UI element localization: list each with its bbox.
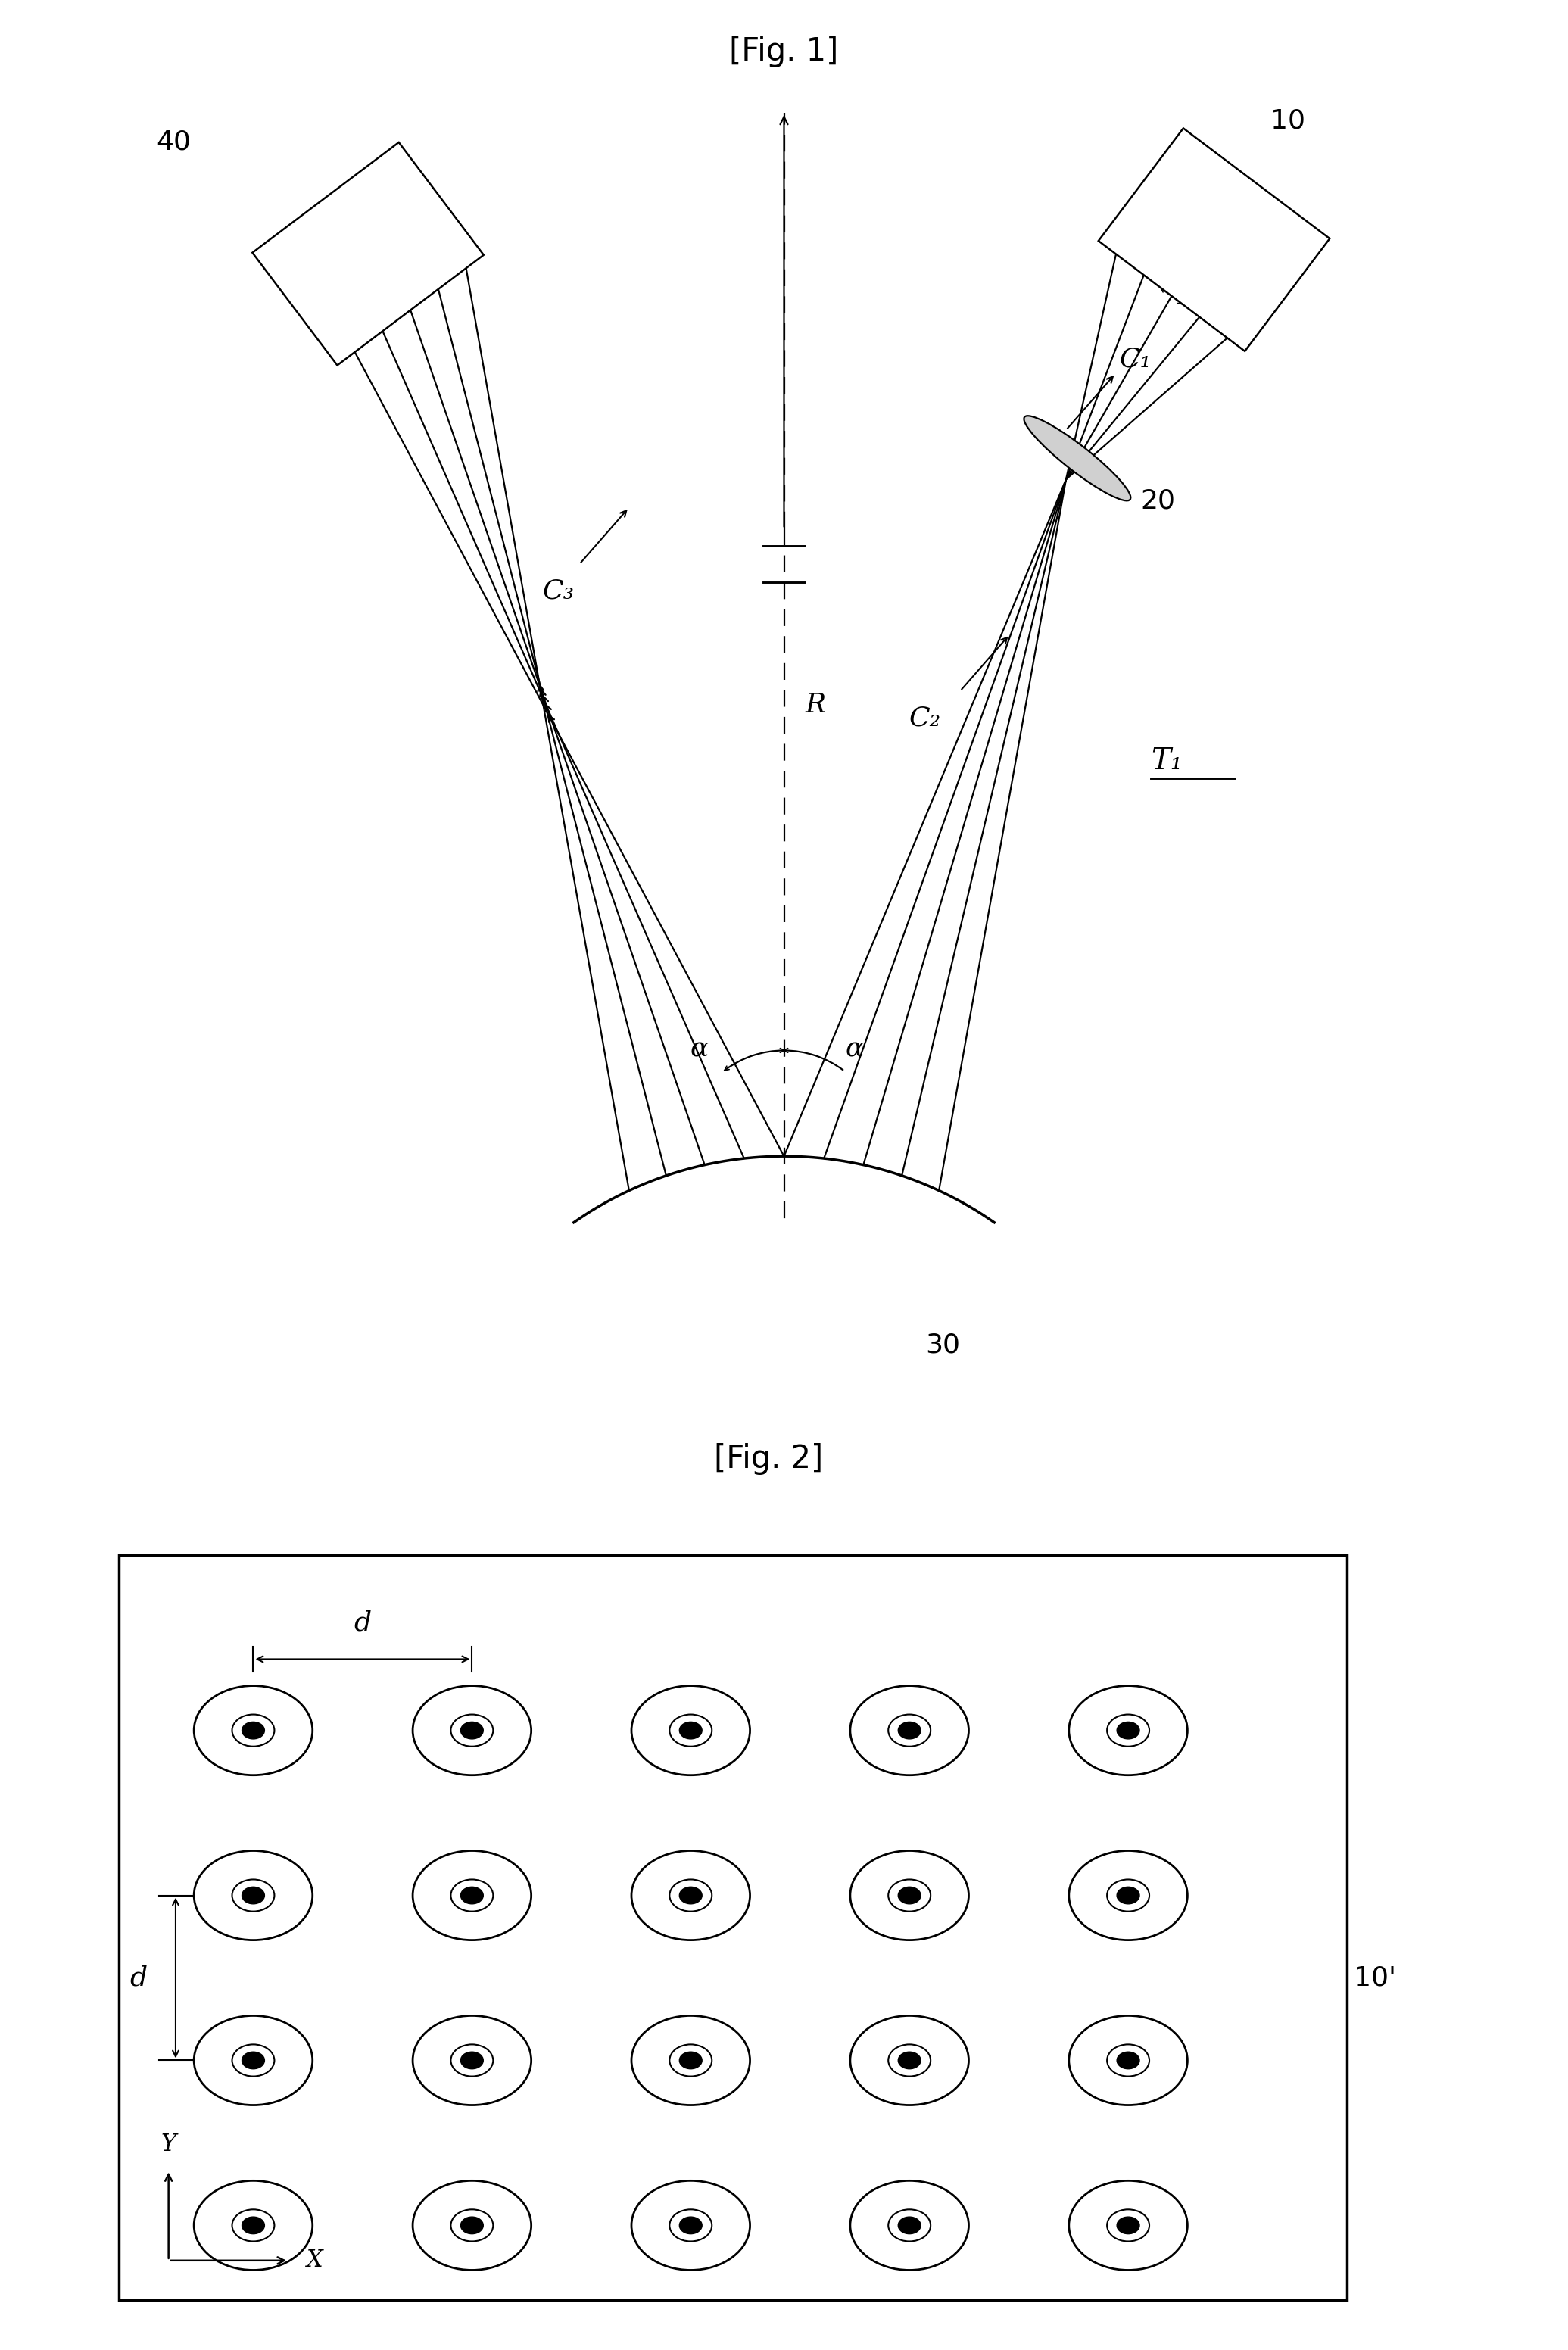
Circle shape: [461, 1723, 483, 1739]
Bar: [119, 1556, 1347, 2301]
Circle shape: [679, 2216, 702, 2235]
Ellipse shape: [1024, 416, 1131, 501]
Circle shape: [461, 1887, 483, 1904]
Text: 20: 20: [1142, 489, 1176, 512]
Circle shape: [1116, 2052, 1140, 2068]
Circle shape: [241, 2052, 265, 2068]
Polygon shape: [252, 143, 483, 364]
Circle shape: [241, 1723, 265, 1739]
Circle shape: [1116, 1887, 1140, 1904]
Text: [Fig. 2]: [Fig. 2]: [713, 1443, 823, 1476]
Circle shape: [898, 1723, 920, 1739]
Text: Y: Y: [162, 2134, 176, 2157]
Circle shape: [241, 1887, 265, 1904]
Text: α: α: [690, 1036, 709, 1062]
Circle shape: [679, 2052, 702, 2068]
Text: [Fig. 1]: [Fig. 1]: [729, 35, 839, 68]
Text: 30: 30: [925, 1332, 960, 1358]
Text: T₁: T₁: [1151, 747, 1182, 775]
Text: d: d: [354, 1610, 372, 1636]
Text: C₃: C₃: [543, 578, 574, 604]
Circle shape: [461, 2216, 483, 2235]
Circle shape: [1116, 1723, 1140, 1739]
Text: d: d: [130, 1965, 147, 1990]
Text: X: X: [307, 2249, 323, 2272]
Polygon shape: [1099, 129, 1330, 350]
Text: R: R: [804, 693, 826, 717]
Text: d: d: [1196, 280, 1210, 298]
Circle shape: [1116, 2216, 1140, 2235]
Text: 10: 10: [1270, 108, 1305, 134]
Circle shape: [241, 2216, 265, 2235]
Text: α: α: [845, 1036, 864, 1062]
Text: C₂: C₂: [909, 705, 941, 731]
Text: 10': 10': [1355, 1965, 1397, 1990]
Text: 40: 40: [157, 129, 191, 155]
Circle shape: [679, 1723, 702, 1739]
Circle shape: [898, 2052, 920, 2068]
Circle shape: [898, 2216, 920, 2235]
Circle shape: [898, 1887, 920, 1904]
Text: C₁: C₁: [1120, 348, 1151, 371]
Circle shape: [679, 1887, 702, 1904]
Circle shape: [461, 2052, 483, 2068]
